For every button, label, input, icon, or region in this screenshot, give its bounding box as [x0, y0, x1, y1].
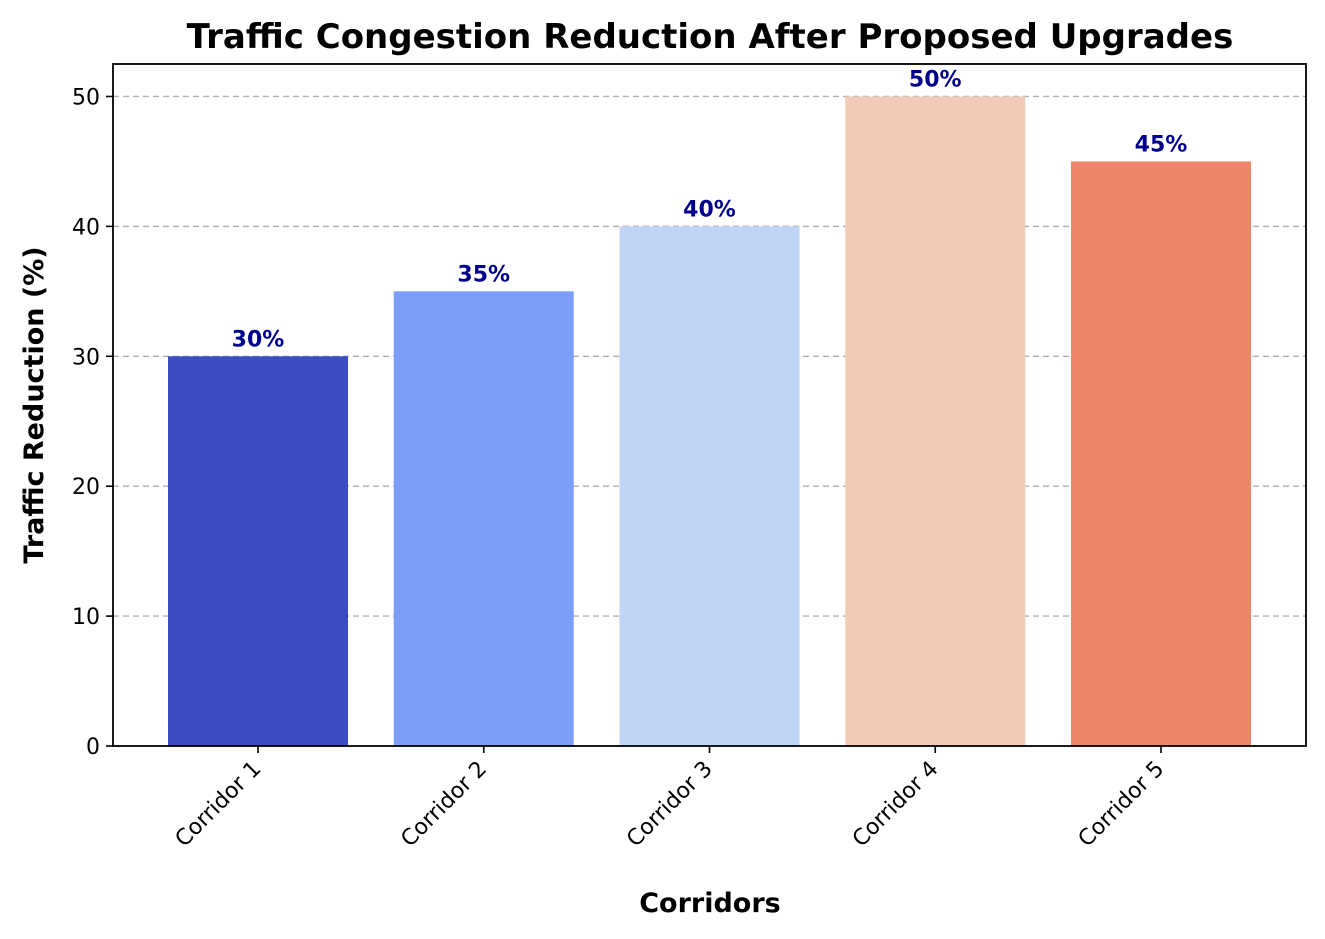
bar: [1071, 161, 1251, 746]
bar-data-label: 40%: [683, 197, 736, 222]
y-axis-ticks: 0 10 20 30 40 50: [72, 85, 113, 760]
bar-data-label: 30%: [232, 327, 285, 352]
data-labels: 30% 35% 40% 50% 45%: [232, 67, 1188, 352]
x-tick-label: Corridor 3: [622, 757, 718, 853]
x-axis-label: Corridors: [639, 888, 781, 919]
bars: [168, 96, 1251, 746]
y-tick-label: 0: [86, 735, 100, 760]
bar: [393, 291, 574, 746]
bar: [845, 96, 1026, 746]
bar: [168, 356, 348, 746]
y-tick-label: 30: [72, 345, 100, 370]
y-tick-label: 40: [72, 215, 100, 240]
x-axis-ticks: Corridor 1 Corridor 2 Corridor 3 Corridor 4…: [171, 746, 1170, 853]
bar-data-label: 35%: [457, 262, 510, 287]
y-axis-label: Traffic Reduction (%): [19, 246, 50, 563]
x-tick-label: Corridor 4: [848, 757, 944, 853]
x-tick-label: Corridor 2: [396, 757, 492, 853]
x-tick-label: Corridor 5: [1074, 757, 1170, 853]
bar-data-label: 45%: [1135, 132, 1188, 157]
chart-title: Traffic Congestion Reduction After Propo…: [187, 17, 1234, 57]
y-tick-label: 50: [72, 85, 100, 110]
x-tick-label: Corridor 1: [171, 757, 267, 853]
y-tick-label: 10: [72, 605, 100, 630]
y-tick-label: 20: [72, 475, 100, 500]
bar: [619, 226, 800, 746]
bar-data-label: 50%: [909, 67, 962, 92]
